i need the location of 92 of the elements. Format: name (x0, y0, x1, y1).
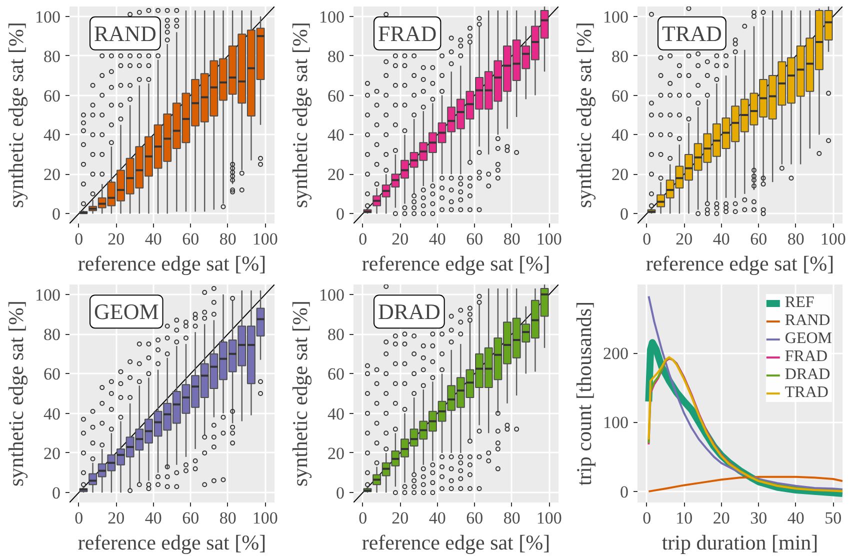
y-tick-label: 20 (328, 165, 344, 184)
legend-label: REF (784, 294, 814, 312)
x-tick-label: 10 (676, 508, 693, 528)
x-axis-title: reference edge sat [%] (78, 252, 266, 276)
x-tick-label: 60 (182, 230, 200, 248)
x-tick-label: 20 (676, 230, 693, 248)
x-tick-label: 30 (750, 508, 768, 528)
x-axis-title: reference edge sat [%] (78, 530, 266, 554)
x-tick-label: 80 (219, 230, 236, 248)
legend-label: RAND (784, 312, 830, 330)
y-axis-title: trip count [thousands] (572, 301, 596, 486)
y-axis-title: synthetic edge sat [%] (4, 22, 28, 208)
y-axis-title: synthetic edge sat [%] (288, 22, 312, 208)
text: TRAD (662, 20, 722, 46)
y-tick-label: 60 (44, 364, 60, 384)
text: FRAD (378, 20, 437, 46)
y-axis-title: synthetic edge sat [%] (572, 22, 596, 208)
x-tick-label: 0 (642, 230, 652, 248)
text: DRAD (378, 299, 440, 324)
y-tick-label: 100 (603, 413, 628, 432)
y-tick-label: 40 (44, 404, 60, 424)
y-tick-label: 80 (612, 46, 628, 66)
x-tick-label: 80 (503, 508, 520, 528)
x-tick-label: 100 (252, 230, 278, 248)
legend-label: TRAD (784, 384, 828, 402)
y-tick-label: 20 (44, 165, 60, 184)
x-tick-label: 40 (144, 230, 162, 248)
y-tick-label: 40 (328, 404, 344, 424)
x-tick-label: 20 (108, 230, 125, 248)
x-axis-title: reference edge sat [%] (362, 252, 550, 276)
y-tick-label: 0 (620, 204, 628, 224)
y-tick-label: 40 (328, 126, 344, 145)
x-tick-label: 80 (787, 230, 804, 248)
y-tick-label: 40 (44, 126, 60, 145)
x-tick-label: 0 (642, 508, 652, 528)
legend-label: DRAD (784, 366, 830, 384)
x-tick-label: 20 (392, 230, 409, 248)
y-tick-label: 80 (44, 46, 60, 66)
y-tick-label: 80 (328, 46, 344, 66)
y-tick-label: 80 (44, 325, 60, 344)
text: GEOM (94, 299, 159, 324)
x-tick-label: 60 (466, 508, 484, 528)
y-tick-label: 200 (603, 344, 628, 364)
x-tick-label: 40 (787, 508, 804, 528)
y-tick-label: 20 (328, 444, 344, 463)
y-tick-label: 60 (328, 86, 344, 106)
x-tick-label: 80 (503, 230, 520, 248)
x-tick-label: 40 (428, 508, 446, 528)
x-tick-label: 60 (750, 230, 768, 248)
x-tick-label: 100 (536, 230, 562, 248)
y-tick-label: 0 (52, 204, 60, 224)
x-tick-label: 40 (712, 230, 730, 248)
x-tick-label: 40 (428, 230, 446, 248)
x-tick-label: 100 (536, 508, 562, 528)
y-tick-label: 80 (328, 325, 344, 344)
y-tick-label: 20 (44, 444, 60, 463)
x-tick-label: 0 (74, 230, 84, 248)
y-tick-label: 0 (52, 484, 60, 503)
x-axis-title: trip duration [min] (662, 530, 818, 554)
x-tick-label: 20 (108, 508, 125, 528)
text: RAND (94, 20, 156, 46)
legend-label: GEOM (784, 330, 832, 348)
x-tick-label: 100 (252, 508, 278, 528)
y-tick-label: 100 (603, 7, 628, 26)
x-tick-label: 20 (712, 508, 730, 528)
y-axis-title: synthetic edge sat [%] (288, 300, 312, 487)
x-tick-label: 60 (466, 230, 484, 248)
legend-label: FRAD (784, 348, 828, 366)
y-tick-label: 0 (620, 482, 628, 502)
y-tick-label: 60 (44, 86, 60, 106)
x-tick-label: 50 (824, 508, 842, 528)
y-tick-label: 0 (336, 484, 344, 503)
y-axis-title: synthetic edge sat [%] (4, 300, 28, 487)
x-axis-title: reference edge sat [%] (362, 530, 550, 554)
y-tick-label: 100 (35, 285, 60, 304)
y-tick-label: 60 (612, 86, 628, 106)
x-tick-label: 40 (144, 508, 162, 528)
y-tick-label: 40 (612, 126, 628, 145)
x-tick-label: 80 (219, 508, 236, 528)
y-tick-label: 100 (319, 7, 344, 26)
x-tick-label: 20 (392, 508, 409, 528)
y-tick-label: 0 (336, 204, 344, 224)
y-tick-label: 100 (35, 7, 60, 26)
y-tick-label: 100 (319, 285, 344, 304)
x-tick-label: 0 (358, 230, 368, 248)
x-axis-title: reference edge sat [%] (646, 252, 834, 276)
y-tick-label: 60 (328, 364, 344, 384)
y-tick-label: 20 (612, 165, 628, 184)
x-tick-label: 100 (820, 230, 846, 248)
x-tick-label: 60 (182, 508, 200, 528)
x-tick-label: 0 (74, 508, 84, 528)
x-tick-label: 0 (358, 508, 368, 528)
